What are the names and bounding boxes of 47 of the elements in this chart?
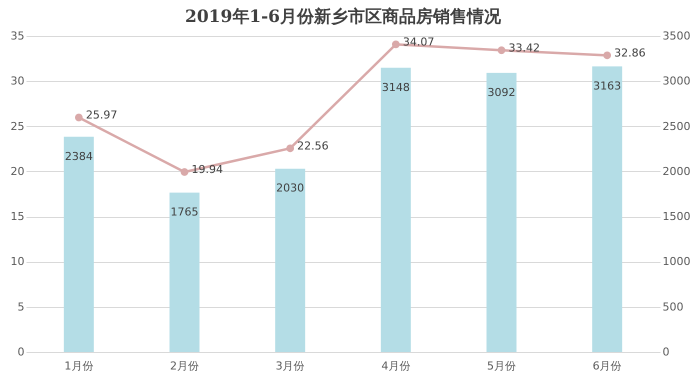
bar: [486, 72, 516, 352]
data-label: 1765: [170, 206, 198, 219]
y2-tick-label: 1500: [662, 210, 690, 224]
y-tick-label: 35: [10, 30, 24, 42]
data-label: 2030: [276, 182, 304, 195]
y2-tick-label: 3500: [662, 30, 690, 42]
x-tick-label: 5月份: [487, 360, 516, 372]
y2-tick-label: 500: [662, 300, 684, 314]
y-tick-label: 0: [18, 346, 24, 358]
bar: [275, 168, 306, 352]
y-tick-label: 5: [18, 300, 24, 314]
x-tick-label: 1月份: [64, 360, 94, 372]
point: [392, 40, 400, 48]
bar: [380, 68, 411, 352]
y-tick-label: 10: [10, 255, 24, 268]
data-label: 19.94: [192, 162, 223, 176]
y-tick-label: 20: [10, 164, 24, 178]
bar: [592, 66, 622, 352]
bar: [170, 192, 200, 352]
data-label: 2384: [64, 150, 93, 163]
y-tick-label: 30: [10, 74, 24, 88]
y2-tick-label: 3000: [662, 74, 690, 88]
y2-tick-label: 2000: [662, 164, 690, 178]
chart-title: 2019年1-6月份新乡市区商品房销售情况: [184, 7, 502, 27]
y2-tick-label: 0: [662, 346, 670, 358]
data-label: 22.56: [297, 139, 329, 152]
data-label: 3148: [382, 80, 410, 94]
point: [74, 114, 83, 122]
x-tick-label: 6月份: [592, 360, 622, 372]
data-label: 34.07: [402, 35, 434, 48]
data-label: 3163: [593, 79, 622, 92]
point: [286, 144, 294, 152]
x-tick-label: 2月份: [170, 360, 199, 372]
data-label: 33.42: [508, 41, 540, 54]
y-tick-label: 25: [10, 120, 24, 133]
point: [180, 168, 188, 176]
x-tick-label: 4月份: [381, 360, 410, 372]
x-tick-label: 3月份: [276, 360, 305, 372]
bar: [64, 136, 94, 352]
y2-tick-label: 1000: [662, 255, 690, 268]
point: [498, 46, 506, 54]
y-tick-label: 15: [10, 210, 24, 224]
data-label: 25.97: [86, 108, 118, 122]
y2-tick-label: 2500: [662, 120, 690, 133]
data-label: 3092: [488, 86, 516, 99]
data-label: 32.86: [614, 46, 646, 60]
point: [603, 51, 612, 60]
